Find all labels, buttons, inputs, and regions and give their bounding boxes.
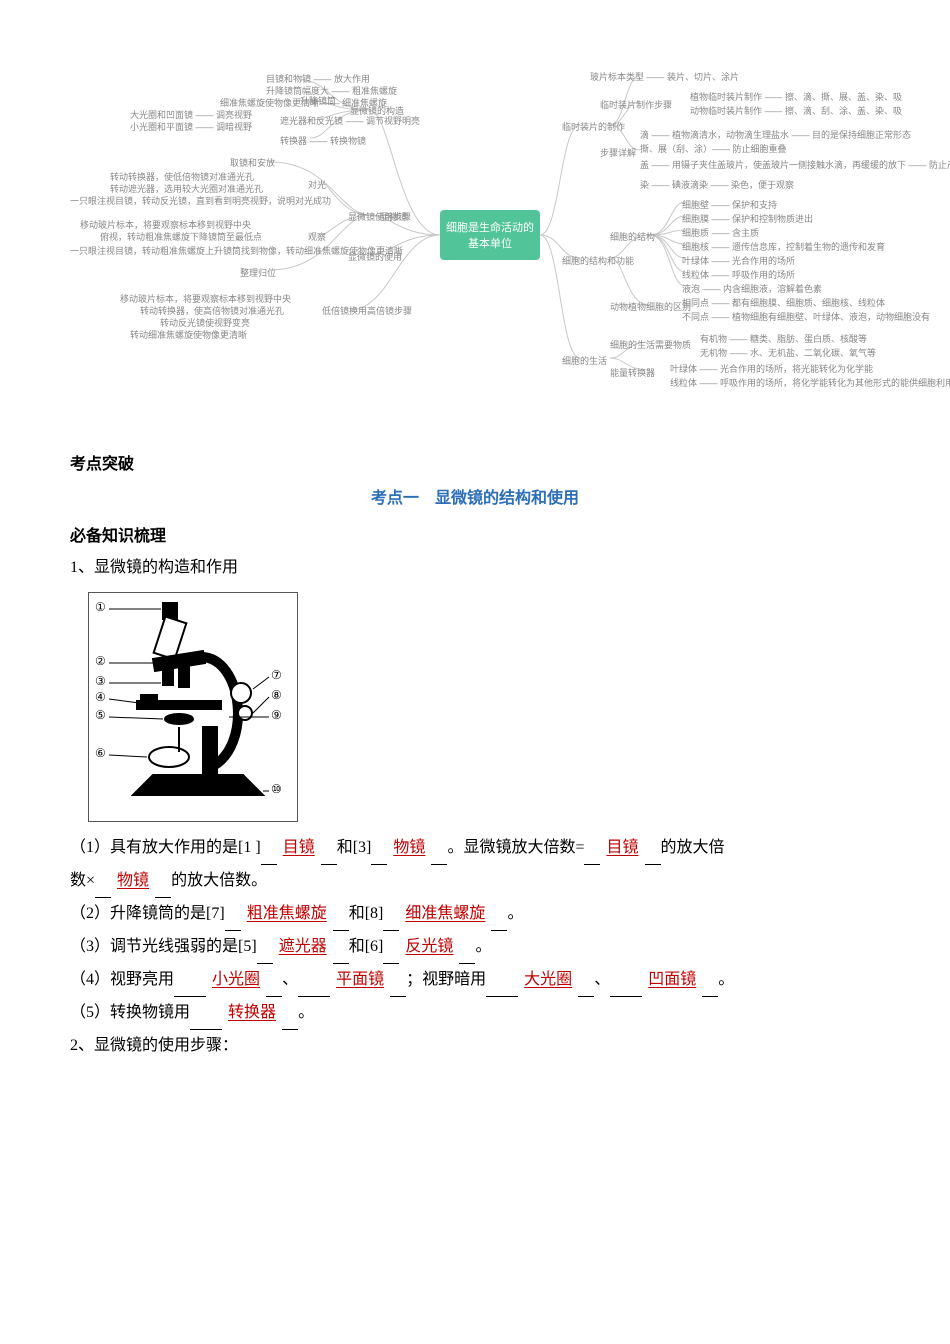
- mindmap-diagram: 细胞是生命活动的基本单位 目镜和物镜 —— 放大作用升降镜筒幅度大 —— 粗准焦…: [70, 70, 880, 430]
- svg-text:⑩: ⑩: [271, 782, 282, 796]
- ans4b: 平面镜: [330, 971, 390, 988]
- q1c: 。显微镜放大倍数=: [447, 839, 584, 856]
- q3-line: （3）调节光线强弱的是[5] 遮光器 和[6] 反光镜 。: [70, 931, 880, 964]
- mindmap-node: 叶绿体 —— 光合作用的场所，将光能转化为化学能: [670, 362, 873, 375]
- mindmap-node: 叶绿体 —— 光合作用的场所: [682, 254, 795, 267]
- q1e: 数×: [70, 872, 95, 889]
- mindmap-node: 液泡 —— 内含细胞液，溶解着色素: [682, 282, 822, 295]
- ans2b: 细准焦螺旋: [399, 905, 491, 922]
- svg-text:⑦: ⑦: [271, 668, 282, 682]
- mindmap-node: 临时装片制作步骤: [600, 98, 672, 111]
- mindmap-node: 观察: [308, 230, 608, 243]
- q4d: 、: [594, 971, 610, 988]
- mindmap-node: 细胞的生活需要物质: [610, 338, 691, 351]
- mindmap-node: 相同点 —— 都有细胞膜、细胞质、细胞核、线粒体: [682, 296, 885, 309]
- part1-title: 1、显微镜的构造和作用: [70, 552, 880, 584]
- q3a: （3）调节光线强弱的是[5]: [70, 938, 257, 955]
- svg-text:③: ③: [95, 674, 106, 688]
- mindmap-node: 无机物 —— 水、无机盐、二氧化碳、氧气等: [700, 346, 876, 359]
- mindmap-node: 动物植物细胞的区别: [610, 300, 691, 313]
- mindmap-node: 转动细准焦螺旋使物像更清晰: [130, 328, 430, 341]
- q5b: 。: [298, 1004, 314, 1021]
- svg-text:⑧: ⑧: [271, 688, 282, 702]
- mindmap-node: 细胞质 —— 含主质: [682, 226, 759, 239]
- q5-line: （5）转换物镜用 转换器 。: [70, 997, 880, 1030]
- q2b: 和[8]: [349, 905, 384, 922]
- ans4a: 小光圈: [206, 971, 266, 988]
- ans1e: 物镜: [111, 872, 155, 889]
- mindmap-node: 玻片标本类型 —— 装片、切片、涂片: [590, 70, 739, 83]
- mindmap-node: 整理归位: [240, 266, 540, 279]
- q4e: 。: [718, 971, 734, 988]
- ans5a: 转换器: [222, 1004, 282, 1021]
- ans4d: 凹面镜: [642, 971, 702, 988]
- section-knowledge: 必备知识梳理: [70, 522, 880, 546]
- mindmap-node: 显微镜: [380, 210, 680, 223]
- mindmap-node: 有机物 —— 糖类、脂肪、蛋白质、核酸等: [700, 332, 867, 345]
- svg-text:⑨: ⑨: [271, 708, 282, 722]
- q4b: 、: [282, 971, 298, 988]
- q1-line: （1）具有放大作用的是[1 ] 目镜 和[3] 物镜 。显微镜放大倍数= 目镜 …: [70, 832, 880, 865]
- svg-text:④: ④: [95, 690, 106, 704]
- mindmap-node: 盖 —— 用镊子夹住盖玻片，使盖玻片一侧接触水滴，再缓缓的放下 —— 防止产生气…: [640, 158, 950, 171]
- ans1a: 目镜: [277, 839, 321, 856]
- mindmap-node: 一只眼注视目镜，转动粗准焦螺旋上升镜筒找到物像，转动细准焦螺旋使物像更清晰: [70, 244, 370, 257]
- q2-line: （2）升降镜筒的是[7] 粗准焦螺旋 和[8] 细准焦螺旋 。: [70, 898, 880, 931]
- mindmap-node: 步骤详解: [600, 146, 636, 159]
- mindmap-node: 细胞的结构: [610, 230, 655, 243]
- mindmap-node: 取镜和安放: [230, 156, 530, 169]
- mindmap-node: 细胞膜 —— 保护和控制物质进出: [682, 212, 813, 225]
- q3b: 和[6]: [349, 938, 384, 955]
- mindmap-node: 线粒体 —— 呼吸作用的场所: [682, 268, 795, 281]
- mindmap-node: 滴 —— 植物滴清水，动物滴生理盐水 —— 目的是保持细胞正常形态: [640, 128, 911, 141]
- mindmap-node: 小光圈和平面镜 —— 调暗视野: [130, 120, 430, 133]
- mindmap-node: 染 —— 碘液滴染 —— 染色，便于观察: [640, 178, 794, 191]
- mindmap-node: 细胞核 —— 遗传信息库，控制着生物的遗传和发育: [682, 240, 885, 253]
- ans2a: 粗准焦螺旋: [241, 905, 333, 922]
- mindmap-node: 细胞的生活: [562, 354, 607, 367]
- mindmap-node: 细胞的结构和功能: [562, 254, 634, 267]
- q2a: （2）升降镜筒的是[7]: [70, 905, 225, 922]
- mindmap-node: 植物临时装片制作 —— 擦、滴、撕、展、盖、染、吸: [690, 90, 902, 103]
- mindmap-node: 动物临时装片制作 —— 擦、滴、刮、涂、盖、染、吸: [690, 104, 902, 117]
- mindmap-node: 线粒体 —— 呼吸作用的场所，将化学能转化为其他形式的能供细胞利用: [670, 376, 950, 389]
- q1a: （1）具有放大作用的是[1 ]: [70, 839, 261, 856]
- q4c: ；视野暗用: [406, 971, 486, 988]
- svg-text:⑤: ⑤: [95, 708, 106, 722]
- exam-point-title: 考点一 显微镜的结构和使用: [70, 484, 880, 508]
- ans3a: 遮光器: [273, 938, 333, 955]
- mindmap-node: 能量转换器: [610, 366, 655, 379]
- mindmap-node: 转换器 —— 转换物镜: [280, 134, 580, 147]
- q1f: 的放大倍数。: [171, 872, 267, 889]
- mindmap-node: 临时装片的制作: [562, 120, 625, 133]
- q4a: （4）视野亮用: [70, 971, 174, 988]
- ans1c: 目镜: [600, 839, 644, 856]
- ans4c: 大光圈: [518, 971, 578, 988]
- svg-text:⑥: ⑥: [95, 746, 106, 760]
- q3c: 。: [475, 938, 491, 955]
- ans3b: 反光镜: [399, 938, 459, 955]
- q1d: 的放大倍: [661, 839, 725, 856]
- q1b: 和[3]: [337, 839, 372, 856]
- q5a: （5）转换物镜用: [70, 1004, 190, 1021]
- q4-line: （4）视野亮用 小光圈 、 平面镜 ；视野暗用 大光圈 、 凹面镜 。: [70, 964, 880, 997]
- part2-title: 2、显微镜的使用步骤：: [70, 1030, 880, 1062]
- q2c: 。: [507, 905, 523, 922]
- microscope-diagram: ① ② ③ ④ ⑤ ⑥ ⑦ ⑧ ⑨ ⑩: [88, 592, 298, 822]
- ans1b: 物镜: [387, 839, 431, 856]
- mindmap-node: 一只眼注视目镜，转动反光镜，直到看到明亮视野，说明对光成功: [70, 194, 370, 207]
- mindmap-node: 对光: [308, 178, 608, 191]
- mindmap-node: 不同点 —— 植物细胞有细胞壁、叶绿体、液泡，动物细胞没有: [682, 310, 930, 323]
- q1-line2: 数× 物镜 的放大倍数。: [70, 865, 880, 898]
- mindmap-node: 细胞壁 —— 保护和支持: [682, 198, 777, 211]
- mindmap-node: 撕、展（刮、涂）—— 防止细胞重叠: [640, 142, 787, 155]
- svg-text:②: ②: [95, 654, 106, 668]
- section-breakthrough: 考点突破: [70, 450, 880, 474]
- svg-text:①: ①: [95, 600, 106, 614]
